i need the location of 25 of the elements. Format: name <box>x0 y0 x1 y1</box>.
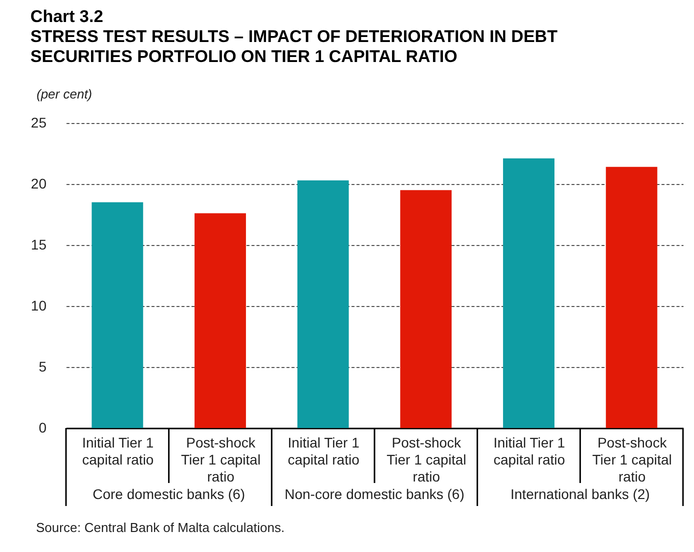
y-tick-label: 25 <box>30 114 47 130</box>
bar <box>92 202 144 428</box>
x-tick-label: Post-shock Tier 1 capital ratio <box>386 434 466 484</box>
bar <box>297 180 349 428</box>
y-tick-label: 5 <box>38 358 47 374</box>
source-note: Source: Central Bank of Malta calculations. <box>36 520 285 535</box>
x-tick-label: Initial Tier 1 capital ratio <box>493 434 566 468</box>
y-tick-label: 0 <box>38 420 47 436</box>
text: International banks (2) <box>510 486 650 502</box>
x-tick-label: Initial Tier 1 capital ratio <box>288 434 360 468</box>
bar <box>503 158 554 428</box>
y-tick-label: 15 <box>30 236 47 252</box>
y-tick-label: 20 <box>30 176 47 192</box>
bar <box>400 190 452 428</box>
x-tick-label: Post-shock Tier 1 capital ratio <box>592 434 672 484</box>
text: Core domestic banks (6) <box>92 486 246 502</box>
text: Non-core domestic banks (6) <box>284 486 464 502</box>
y-axis-title: (per cent) <box>36 86 92 102</box>
bar <box>606 166 658 428</box>
y-tick-label: 10 <box>30 298 47 314</box>
chart-title: Chart 3.2 <box>30 7 104 26</box>
x-tick-label: Initial Tier 1 capital ratio <box>82 434 154 468</box>
bar <box>194 213 246 428</box>
chart-subtitle: STRESS TEST RESULTS – IMPACT OF DETERIORATION IN DEBT SECURITIES PORTFOLIO ON TIER 1 CAPITAL RATIO <box>30 27 558 66</box>
x-tick-label: Post-shock Tier 1 capital ratio <box>180 434 261 484</box>
